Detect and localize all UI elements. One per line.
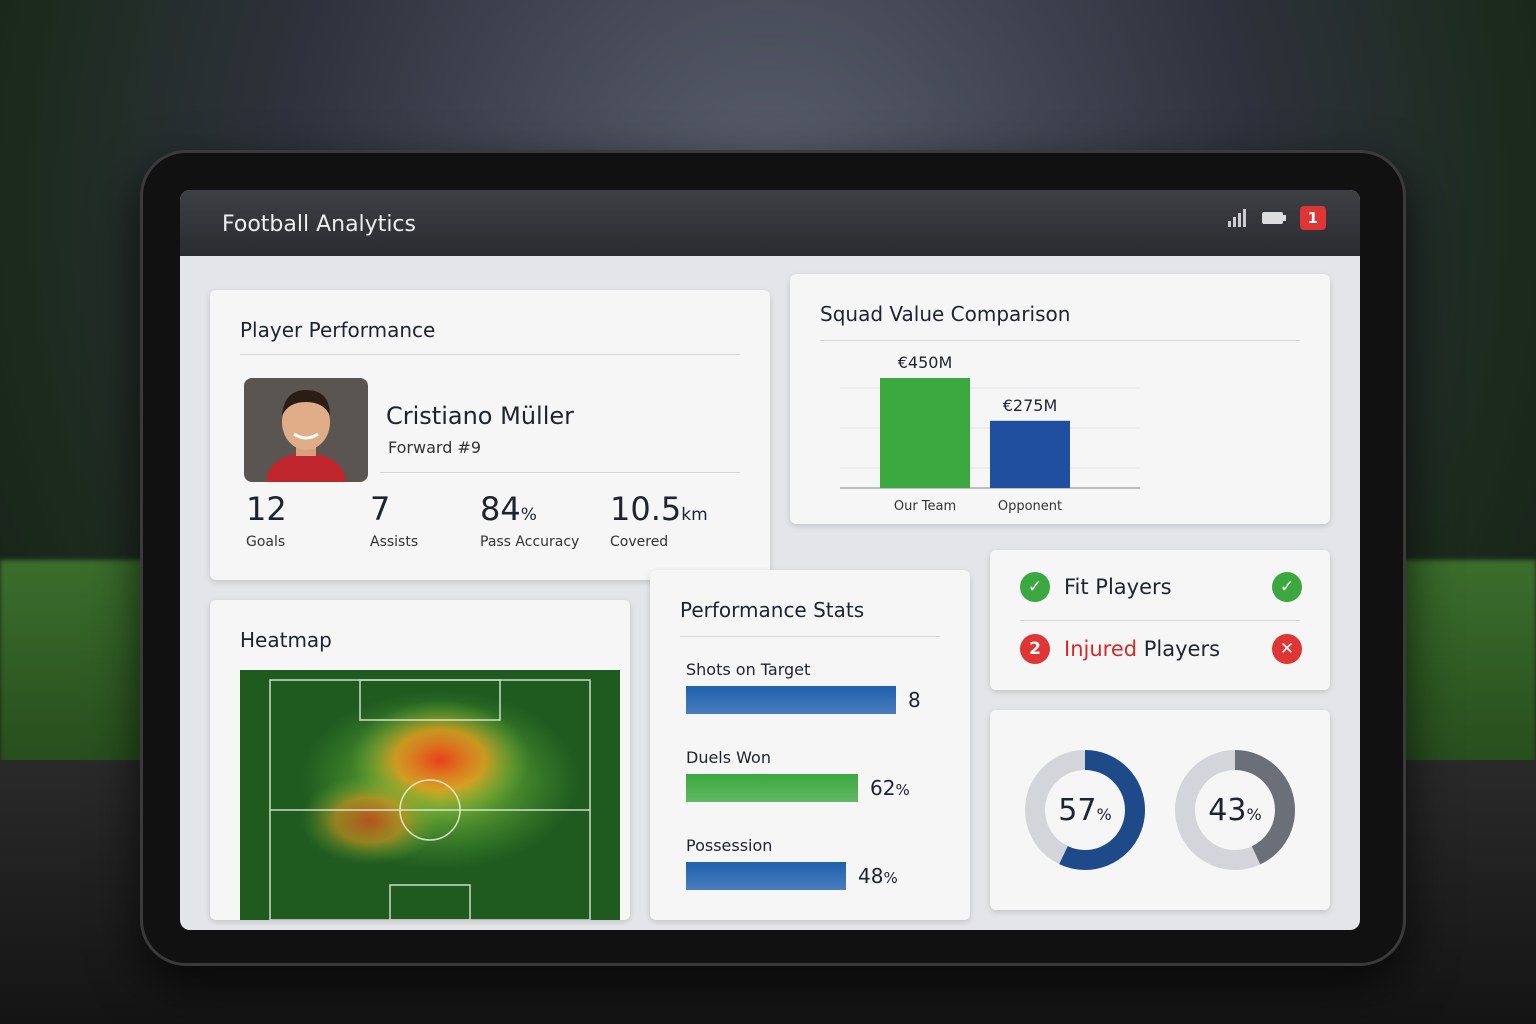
screen: Football Analytics 1 Player Performance …	[180, 190, 1360, 930]
bar	[990, 420, 1070, 488]
ring-unit: %	[1246, 805, 1261, 824]
top-bar: Football Analytics 1	[180, 190, 1360, 256]
player-name: Cristiano Müller	[386, 402, 574, 430]
stat-value: 84	[480, 490, 521, 528]
ring-value: 43	[1208, 793, 1246, 828]
stat-item-unit: %	[895, 781, 910, 799]
stat-item-unit: %	[883, 869, 898, 887]
stat: 84% Pass Accuracy	[480, 490, 600, 550]
injured-label: Injured	[1064, 637, 1138, 661]
card-title: Heatmap	[240, 628, 332, 652]
ring-value: 57	[1058, 793, 1096, 828]
divider	[820, 340, 1300, 341]
stat-label: Covered	[610, 534, 669, 550]
stat-value: 7	[370, 490, 391, 528]
stat-label: Goals	[246, 534, 286, 550]
stat-label: Pass Accuracy	[480, 534, 580, 550]
stat: 10.5km Covered	[610, 490, 730, 550]
ring-unit: %	[1096, 805, 1111, 824]
bar	[880, 378, 970, 488]
fit-row: ✓ Fit Players	[1020, 572, 1172, 602]
stat-item-bar	[686, 774, 858, 802]
card-title: Player Performance	[240, 318, 436, 342]
player-position: Forward #9	[388, 438, 482, 457]
divider	[1020, 620, 1300, 621]
stat-value: 12	[246, 490, 287, 528]
divider	[380, 472, 740, 473]
stat-unit: %	[520, 505, 537, 525]
stat-item-label: Possession	[686, 836, 773, 855]
stat-value-line: 7	[370, 490, 490, 528]
stat-item-value: 62%	[870, 776, 910, 800]
stat-unit: km	[681, 505, 708, 525]
player-photo	[244, 378, 368, 482]
fit-label: Fit Players	[1064, 575, 1172, 599]
injured-row: 2 Injured Players	[1020, 634, 1220, 664]
player-card: Player Performance Cristiano Müller Forw…	[210, 290, 770, 580]
ring-arc	[1175, 750, 1295, 870]
stat-item-label: Shots on Target	[686, 660, 811, 679]
divider	[680, 636, 940, 637]
cross-icon[interactable]: ✕	[1272, 634, 1302, 664]
rings-card: 57% 43%	[990, 710, 1330, 910]
ring-arc	[1025, 750, 1145, 870]
rings-chart: 57% 43%	[1025, 750, 1295, 870]
stat-value-line: 12	[246, 490, 366, 528]
status-icons: 1	[1227, 206, 1326, 230]
ring-label: 57%	[1058, 793, 1111, 828]
squad-status-card: ✓ Fit Players ✓ 2 Injured Players ✕	[990, 550, 1330, 690]
stat-label: Assists	[370, 534, 419, 550]
card-title: Squad Value Comparison	[820, 302, 1071, 326]
divider	[240, 354, 740, 355]
stat-item-value: 48%	[858, 864, 898, 888]
stat-item-number: 8	[908, 688, 921, 712]
stat-item-label: Duels Won	[686, 748, 771, 767]
performance-stats-card: Performance Stats Shots on Target 8 Duels …	[650, 570, 970, 920]
battery-icon	[1261, 212, 1286, 224]
ring-label: 43%	[1208, 793, 1261, 828]
alert-badge[interactable]: 1	[1299, 206, 1326, 230]
heatmap-card: Heatmap	[210, 600, 630, 920]
app-title: Football Analytics	[222, 212, 416, 237]
check-icon: ✓	[1020, 572, 1050, 602]
stat-value-line: 84%	[480, 490, 600, 528]
card-title: Performance Stats	[680, 598, 865, 622]
category-label: Our Team	[894, 499, 956, 514]
stat-item-number: 62	[870, 776, 896, 800]
stat-value-line: 10.5km	[610, 490, 730, 528]
heatmap-pitch	[240, 670, 620, 920]
stat: 7 Assists	[370, 490, 490, 550]
check-icon: ✓	[1272, 572, 1302, 602]
squad-chart: €450M Our Team €275M Opponent	[840, 353, 1140, 514]
squad-value-card: Squad Value Comparison €450M Our Team €275…	[790, 274, 1330, 524]
bar-value-label: €450M	[898, 353, 953, 372]
stat-item-bar	[686, 686, 896, 714]
category-label: Opponent	[998, 499, 1062, 514]
injured-count: 2	[1020, 634, 1050, 664]
stat-item-bar	[686, 862, 846, 890]
injured-suffix: Players	[1143, 637, 1221, 661]
stat: 12 Goals	[246, 490, 366, 550]
stat-item-number: 48	[858, 864, 884, 888]
stat-item-value: 8	[908, 688, 921, 712]
bar-value-label: €275M	[1003, 396, 1058, 415]
signal-icon	[1227, 209, 1246, 227]
stat-value: 10.5	[610, 490, 682, 528]
